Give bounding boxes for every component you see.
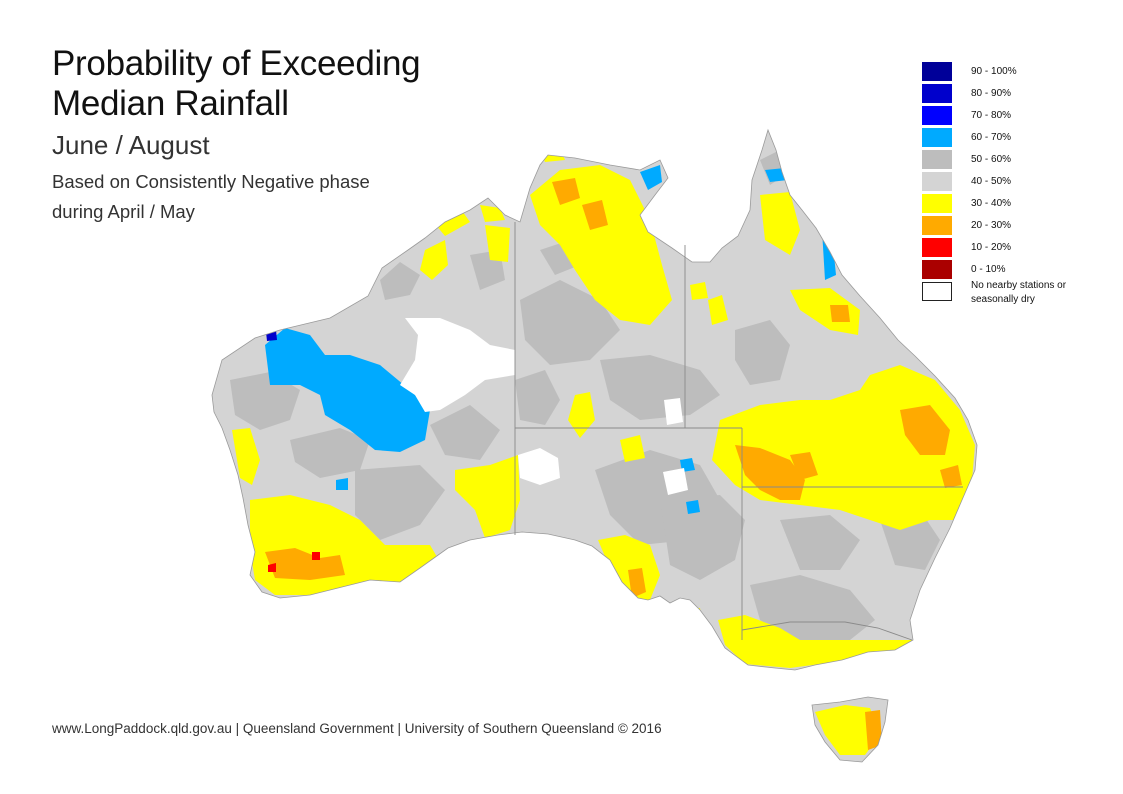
legend-item: 60 - 70% [922,127,1112,149]
legend-item: 30 - 40% [922,193,1112,215]
legend-item: 80 - 90% [922,83,1112,105]
map-title-line1: Probability of Exceeding [52,44,421,83]
legend-swatch [922,128,952,147]
legend: 90 - 100% 80 - 90% 70 - 80% 60 - 70% 50 - 60… [922,61,1112,305]
footer-credit: www.LongPaddock.qld.gov.au | Queensland … [52,721,662,736]
legend-item: 50 - 60% [922,149,1112,171]
legend-label: 10 - 20% [971,242,1012,253]
legend-item: No nearby stations or seasonally dry [922,280,1112,305]
legend-swatch [922,260,952,279]
legend-item: 70 - 80% [922,105,1112,127]
legend-label: 0 - 10% [971,264,1006,275]
legend-swatch [922,216,952,235]
legend-swatch [922,84,952,103]
legend-item: 90 - 100% [922,61,1112,83]
legend-item: 40 - 50% [922,171,1112,193]
legend-label: 70 - 80% [971,110,1012,121]
legend-label: 40 - 50% [971,176,1012,187]
legend-item: 0 - 10% [922,259,1112,281]
description-line1: Based on Consistently Negative phase [52,171,370,192]
map-subtitle: June / August [52,130,210,160]
legend-label: 50 - 60% [971,154,1012,165]
legend-swatch [922,62,952,81]
title-block: Probability of Exceeding Median Rainfall… [52,44,421,227]
legend-swatch [922,106,952,125]
legend-item: 20 - 30% [922,215,1112,237]
legend-swatch [922,194,952,213]
legend-swatch [922,172,952,191]
legend-item: 10 - 20% [922,237,1112,259]
legend-label: 30 - 40% [971,198,1012,209]
legend-swatch [922,238,952,257]
map-title-line2: Median Rainfall [52,84,289,123]
legend-label: 90 - 100% [971,66,1017,77]
legend-label: 80 - 90% [971,88,1012,99]
legend-label: No nearby stations or seasonally dry [971,280,1067,305]
legend-label: 60 - 70% [971,132,1012,143]
description-line2: during April / May [52,201,195,222]
legend-swatch [922,282,952,301]
legend-swatch [922,150,952,169]
legend-label: 20 - 30% [971,220,1012,231]
